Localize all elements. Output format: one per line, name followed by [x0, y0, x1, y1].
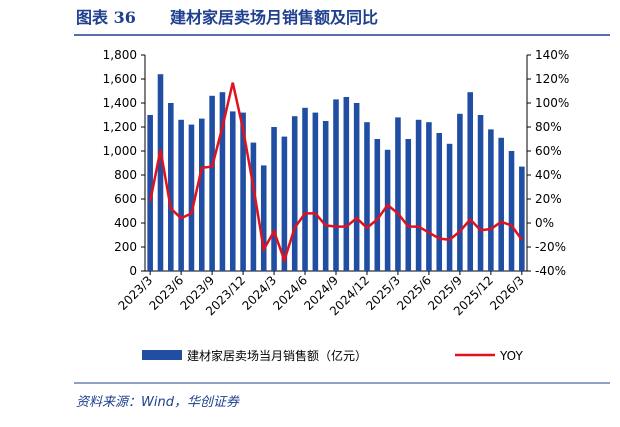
- bar: [405, 139, 412, 271]
- bar: [508, 151, 515, 271]
- x-tick-label: 2026/3: [487, 273, 527, 313]
- legend-label: YOY: [499, 349, 523, 363]
- bar: [457, 113, 463, 271]
- y2-tick-label: 40%: [535, 168, 562, 182]
- y2-tick-label: -20%: [535, 240, 566, 254]
- bar: [250, 142, 257, 271]
- source: 资料来源：Wind，华创证券: [76, 395, 240, 410]
- y-tick-label: 1,800: [103, 48, 137, 62]
- y-tick-label: 400: [114, 216, 137, 230]
- bar: [260, 165, 267, 271]
- bar: [374, 139, 381, 271]
- bar: [198, 118, 205, 271]
- bar: [384, 149, 391, 271]
- bar: [157, 74, 164, 271]
- bar: [446, 143, 453, 271]
- figure-label: 图表 36: [76, 8, 136, 27]
- bar: [519, 166, 525, 271]
- bar: [219, 92, 226, 271]
- legend-swatch: [142, 350, 182, 360]
- bar: [333, 99, 339, 272]
- bar: [477, 115, 484, 271]
- bar: [291, 116, 298, 271]
- bar: [498, 137, 504, 271]
- bar: [147, 115, 153, 271]
- y2-tick-label: 120%: [535, 72, 569, 86]
- bar: [436, 133, 443, 271]
- bar: [467, 92, 474, 271]
- bar: [364, 122, 370, 271]
- bar: [281, 136, 288, 271]
- y2-tick-label: -40%: [535, 264, 566, 278]
- y2-tick-label: 80%: [535, 120, 562, 134]
- bar: [168, 103, 174, 271]
- bar: [343, 97, 350, 271]
- bar: [302, 107, 308, 271]
- bar: [178, 119, 184, 271]
- y-tick-label: 0: [129, 264, 137, 278]
- bar: [188, 124, 195, 271]
- y2-tick-label: 60%: [535, 144, 562, 158]
- bar: [271, 127, 277, 271]
- bar: [353, 103, 360, 271]
- y-tick-label: 1,200: [103, 120, 137, 134]
- chart-title: 建材家居卖场月销售额及同比: [170, 8, 378, 27]
- bar: [322, 121, 329, 271]
- y-tick-label: 200: [114, 240, 137, 254]
- y-tick-label: 600: [114, 192, 137, 206]
- y2-tick-label: 100%: [535, 96, 569, 110]
- y2-tick-label: 140%: [535, 48, 569, 62]
- legend-label: 建材家居卖场当月销售额（亿元）: [187, 348, 367, 363]
- y2-tick-label: 0%: [535, 216, 554, 230]
- bar: [395, 117, 401, 272]
- y-tick-label: 800: [114, 168, 137, 182]
- bar: [415, 119, 422, 271]
- bar: [488, 129, 494, 271]
- y-tick-label: 1,000: [103, 144, 137, 158]
- bar: [209, 95, 215, 271]
- bar: [240, 112, 246, 271]
- y-tick-label: 1,600: [103, 72, 137, 86]
- yoy-line: [148, 82, 523, 265]
- bar: [426, 122, 432, 271]
- bar: [229, 111, 236, 272]
- y-tick-label: 1,400: [103, 96, 137, 110]
- bar: [312, 112, 319, 271]
- y2-tick-label: 20%: [535, 192, 562, 206]
